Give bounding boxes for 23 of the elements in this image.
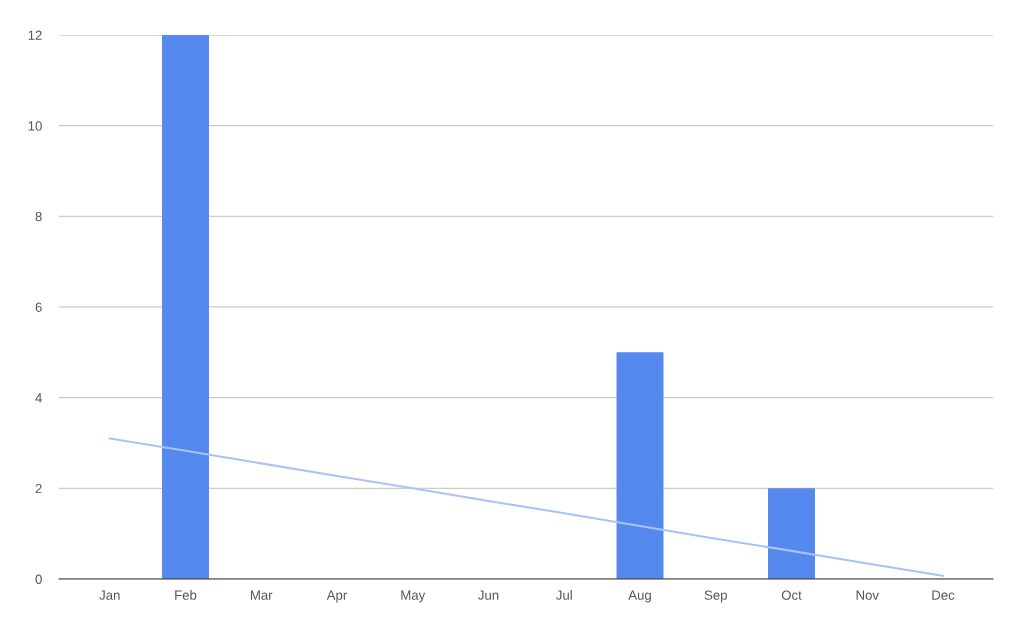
bar bbox=[768, 488, 815, 579]
y-tick-label: 4 bbox=[35, 393, 42, 403]
x-tick-label: Feb bbox=[175, 590, 197, 600]
x-tick-label: Jul bbox=[556, 590, 572, 600]
x-tick-label: Sep bbox=[704, 590, 727, 603]
y-tick-label: 2 bbox=[35, 483, 42, 494]
y-tick-label: 6 bbox=[35, 302, 42, 312]
x-tick-label: Apr bbox=[326, 590, 348, 603]
y-tick-label: 12 bbox=[28, 30, 42, 40]
x-tick-label: Jan bbox=[99, 590, 120, 600]
y-tick-label: 8 bbox=[35, 211, 42, 222]
line-series bbox=[108, 437, 945, 577]
bar bbox=[162, 35, 209, 579]
y-tick-label: 10 bbox=[28, 121, 42, 131]
x-tick-label: Aug bbox=[628, 590, 651, 603]
x-tick-label: Oct bbox=[781, 590, 802, 600]
x-tick-label: Jun bbox=[478, 590, 499, 600]
y-tick-label: 0 bbox=[35, 574, 42, 584]
x-tick-label: Mar bbox=[250, 590, 273, 600]
x-tick-label: Dec bbox=[932, 590, 955, 600]
x-tick-label: May bbox=[401, 590, 426, 603]
x-tick-label: Nov bbox=[856, 590, 879, 600]
bar bbox=[616, 352, 664, 579]
